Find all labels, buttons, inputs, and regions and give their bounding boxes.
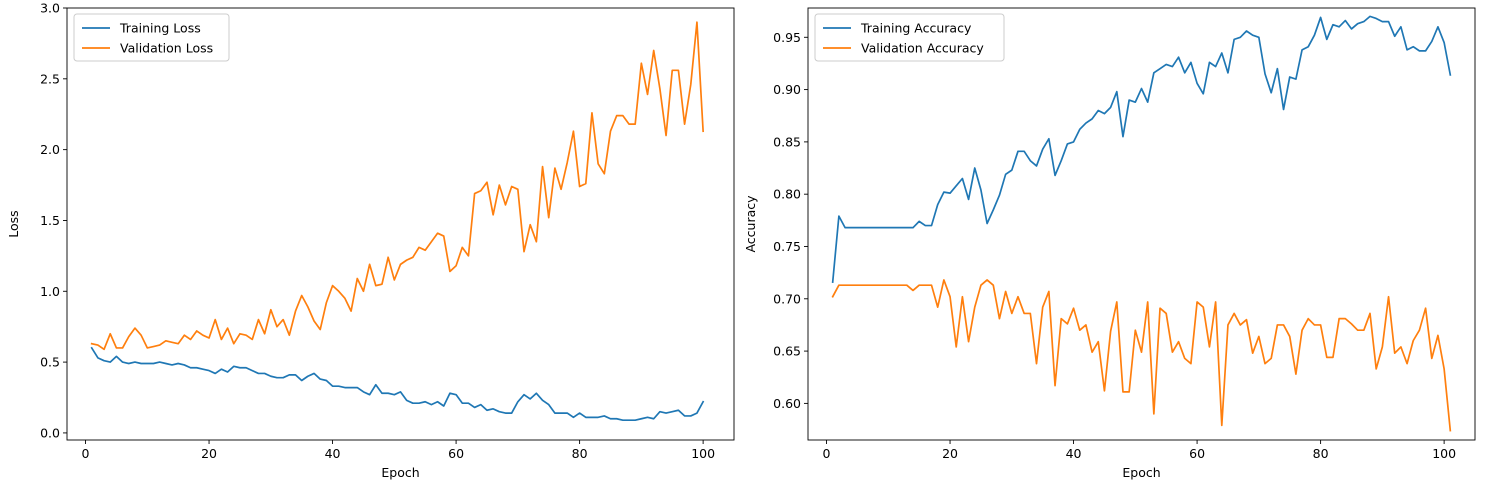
legend-box: [73, 13, 230, 62]
x-tick-label: 100: [691, 446, 715, 461]
y-axis-label: Accuracy: [743, 195, 758, 253]
y-tick-label: 3.0: [40, 1, 60, 16]
legend-box: [814, 13, 1005, 62]
legend-label: Validation Loss: [120, 41, 213, 56]
y-tick-label: 2.5: [40, 71, 60, 86]
y-tick-label: 0.60: [773, 396, 801, 411]
y-tick-label: 0.0: [40, 425, 60, 440]
series-line-training-accuracy: [831, 15, 1452, 283]
y-tick-label: 1.0: [40, 284, 60, 299]
legend-label: Validation Accuracy: [861, 41, 984, 56]
x-tick-label: 60: [448, 446, 464, 461]
x-axis-label: Epoch: [1122, 465, 1160, 480]
x-tick-label: 20: [942, 446, 958, 461]
y-tick-label: 0.65: [773, 344, 801, 359]
x-tick-label: 40: [1066, 446, 1082, 461]
accuracy-chart-panel: 0 20 40 60 80 100 0.60 0.65 0.70 0.75 0.80 0.85 0.90…: [743, 7, 1476, 480]
y-axis-label: Loss: [6, 210, 21, 237]
series-line-validation-loss: [90, 21, 705, 351]
y-tick-label: 0.5: [40, 355, 60, 370]
loss-chart-panel: 0 20 40 60 80 100 0.0 0.5 1.0 1.5 2.0 2.5 3.0 Epoch Lo…: [6, 1, 735, 480]
plot-frame: [66, 7, 735, 441]
y-tick-label: 0.70: [773, 291, 801, 306]
legend-label: Training Accuracy: [860, 21, 972, 36]
x-tick-label: 20: [201, 446, 217, 461]
legend-label: Training Loss: [119, 21, 201, 36]
x-tick-label: 0: [82, 446, 90, 461]
y-tick-label: 0.80: [773, 187, 801, 202]
plot-frame: [807, 7, 1476, 441]
x-tick-label: 80: [572, 446, 588, 461]
y-tick-label: 2.0: [40, 142, 60, 157]
legend: Training Accuracy Validation Accuracy: [814, 13, 1005, 62]
x-tick-label: 100: [1432, 446, 1456, 461]
y-tick-label: 0.90: [773, 82, 801, 97]
x-tick-label: 80: [1313, 446, 1329, 461]
y-tick-label: 0.75: [773, 239, 801, 254]
x-axis-label: Epoch: [381, 465, 419, 480]
series-line-training-loss: [90, 346, 705, 422]
y-tick-label: 0.85: [773, 134, 801, 149]
y-tick-label: 0.95: [773, 30, 801, 45]
y-tick-label: 1.5: [40, 213, 60, 228]
x-tick-label: 60: [1189, 446, 1205, 461]
legend: Training Loss Validation Loss: [73, 13, 230, 62]
x-tick-label: 40: [325, 446, 341, 461]
series-line-validation-accuracy: [831, 279, 1452, 432]
x-tick-label: 0: [823, 446, 831, 461]
